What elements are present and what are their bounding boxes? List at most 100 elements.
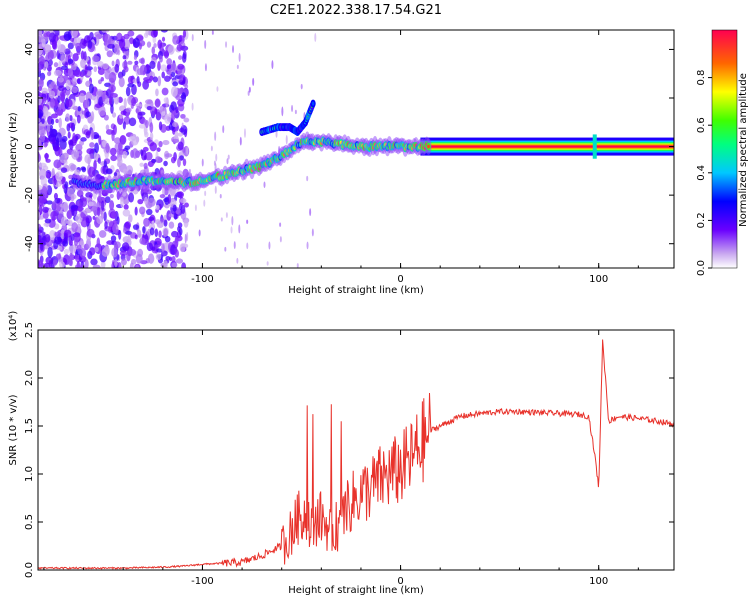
noise-speck bbox=[180, 125, 188, 135]
noise-speck bbox=[149, 122, 154, 133]
noise-speck bbox=[71, 64, 77, 71]
noise-speck bbox=[122, 55, 127, 60]
noise-speck bbox=[59, 153, 68, 164]
noise-speck bbox=[131, 97, 137, 107]
noise-speck bbox=[134, 206, 138, 216]
noise-speck bbox=[49, 229, 56, 241]
noise-speck bbox=[52, 137, 56, 145]
noise-speck bbox=[171, 230, 179, 238]
noise-speck bbox=[38, 211, 41, 217]
noise-speck bbox=[67, 187, 75, 197]
noise-speck bbox=[178, 79, 186, 85]
noise-speck bbox=[191, 102, 194, 111]
noise-speck bbox=[181, 122, 184, 128]
noise-speck bbox=[246, 242, 249, 250]
noise-speck bbox=[101, 248, 110, 257]
noise-speck bbox=[54, 197, 61, 204]
snr-plot-area bbox=[38, 330, 674, 570]
noise-speck bbox=[90, 129, 95, 141]
noise-speck bbox=[118, 77, 125, 88]
noise-speck bbox=[154, 228, 159, 238]
noise-speck bbox=[101, 200, 105, 211]
noise-speck bbox=[128, 214, 133, 223]
noise-speck bbox=[294, 109, 297, 115]
noise-speck bbox=[65, 98, 73, 108]
y-tick-label: 1.5 bbox=[24, 418, 35, 434]
noise-speck bbox=[65, 79, 71, 91]
noise-speck bbox=[125, 230, 133, 235]
noise-speck bbox=[38, 117, 41, 123]
noise-speck bbox=[311, 228, 314, 237]
noise-speck bbox=[163, 228, 169, 237]
noise-speck bbox=[70, 164, 77, 171]
noise-speck bbox=[160, 218, 165, 223]
noise-speck bbox=[169, 256, 173, 262]
noise-speck bbox=[139, 65, 143, 76]
noise-speck bbox=[161, 87, 169, 96]
noise-speck bbox=[158, 140, 163, 148]
noise-speck bbox=[38, 35, 44, 43]
noise-speck bbox=[175, 258, 184, 264]
colorbar: 0.0 0.2 0.4 0.6 0.8 Normalized spectral ampl… bbox=[696, 29, 749, 276]
noise-speck bbox=[120, 110, 127, 116]
noise-speck bbox=[145, 99, 153, 105]
noise-speck bbox=[279, 236, 282, 243]
noise-speck bbox=[179, 243, 186, 253]
noise-speck bbox=[73, 237, 79, 247]
noise-speck bbox=[90, 111, 95, 122]
noise-speck bbox=[123, 33, 130, 40]
noise-speck bbox=[101, 93, 106, 102]
noise-speck bbox=[134, 60, 139, 65]
noise-speck bbox=[94, 246, 99, 253]
noise-speck bbox=[122, 168, 127, 175]
noise-speck bbox=[167, 45, 175, 55]
noise-speck bbox=[63, 248, 69, 255]
noise-speck bbox=[170, 86, 178, 97]
noise-speck bbox=[69, 37, 75, 42]
noise-speck bbox=[48, 90, 56, 99]
figure-title: C2E1.2022.338.17.54.G21 bbox=[270, 3, 442, 18]
noise-speck bbox=[57, 95, 61, 103]
noise-speck bbox=[96, 215, 104, 225]
noise-speck bbox=[171, 62, 177, 73]
noise-speck bbox=[271, 60, 274, 69]
noise-speck bbox=[38, 215, 45, 220]
noise-speck bbox=[60, 167, 68, 173]
snr-y-axis-label: SNR (10 * v/v) bbox=[8, 394, 19, 465]
snr-frame bbox=[37, 329, 675, 571]
noise-speck bbox=[88, 201, 94, 207]
noise-speck bbox=[161, 243, 165, 253]
noise-speck bbox=[120, 196, 124, 208]
noise-speck bbox=[93, 160, 97, 171]
noise-speck bbox=[116, 216, 120, 225]
noise-speck bbox=[46, 71, 52, 77]
noise-speck bbox=[71, 222, 78, 233]
noise-speck bbox=[98, 190, 102, 202]
noise-speck bbox=[103, 160, 107, 168]
snr-y-multiplier: (x10⁴) bbox=[8, 311, 19, 342]
noise-speck bbox=[226, 158, 229, 165]
noise-speck bbox=[177, 157, 181, 168]
noise-speck bbox=[43, 222, 50, 227]
noise-speck bbox=[306, 241, 309, 250]
noise-speck bbox=[137, 229, 142, 238]
noise-speck bbox=[79, 38, 87, 49]
noise-speck bbox=[188, 168, 191, 174]
noise-speck bbox=[179, 75, 184, 82]
noise-speck bbox=[63, 229, 72, 238]
y-tick-label: 20 bbox=[24, 92, 35, 105]
noise-speck bbox=[157, 39, 163, 49]
noise-speck bbox=[50, 210, 58, 221]
noise-speck bbox=[38, 111, 43, 118]
noise-speck bbox=[155, 204, 160, 210]
noise-speck bbox=[220, 217, 223, 222]
noise-speck bbox=[204, 190, 207, 197]
noise-speck bbox=[100, 76, 104, 82]
noise-speck bbox=[71, 77, 78, 85]
noise-speck bbox=[134, 234, 138, 240]
noise-speck bbox=[121, 242, 130, 251]
noise-speck bbox=[79, 247, 87, 258]
noise-speck bbox=[174, 130, 179, 140]
noise-speck bbox=[85, 98, 90, 109]
